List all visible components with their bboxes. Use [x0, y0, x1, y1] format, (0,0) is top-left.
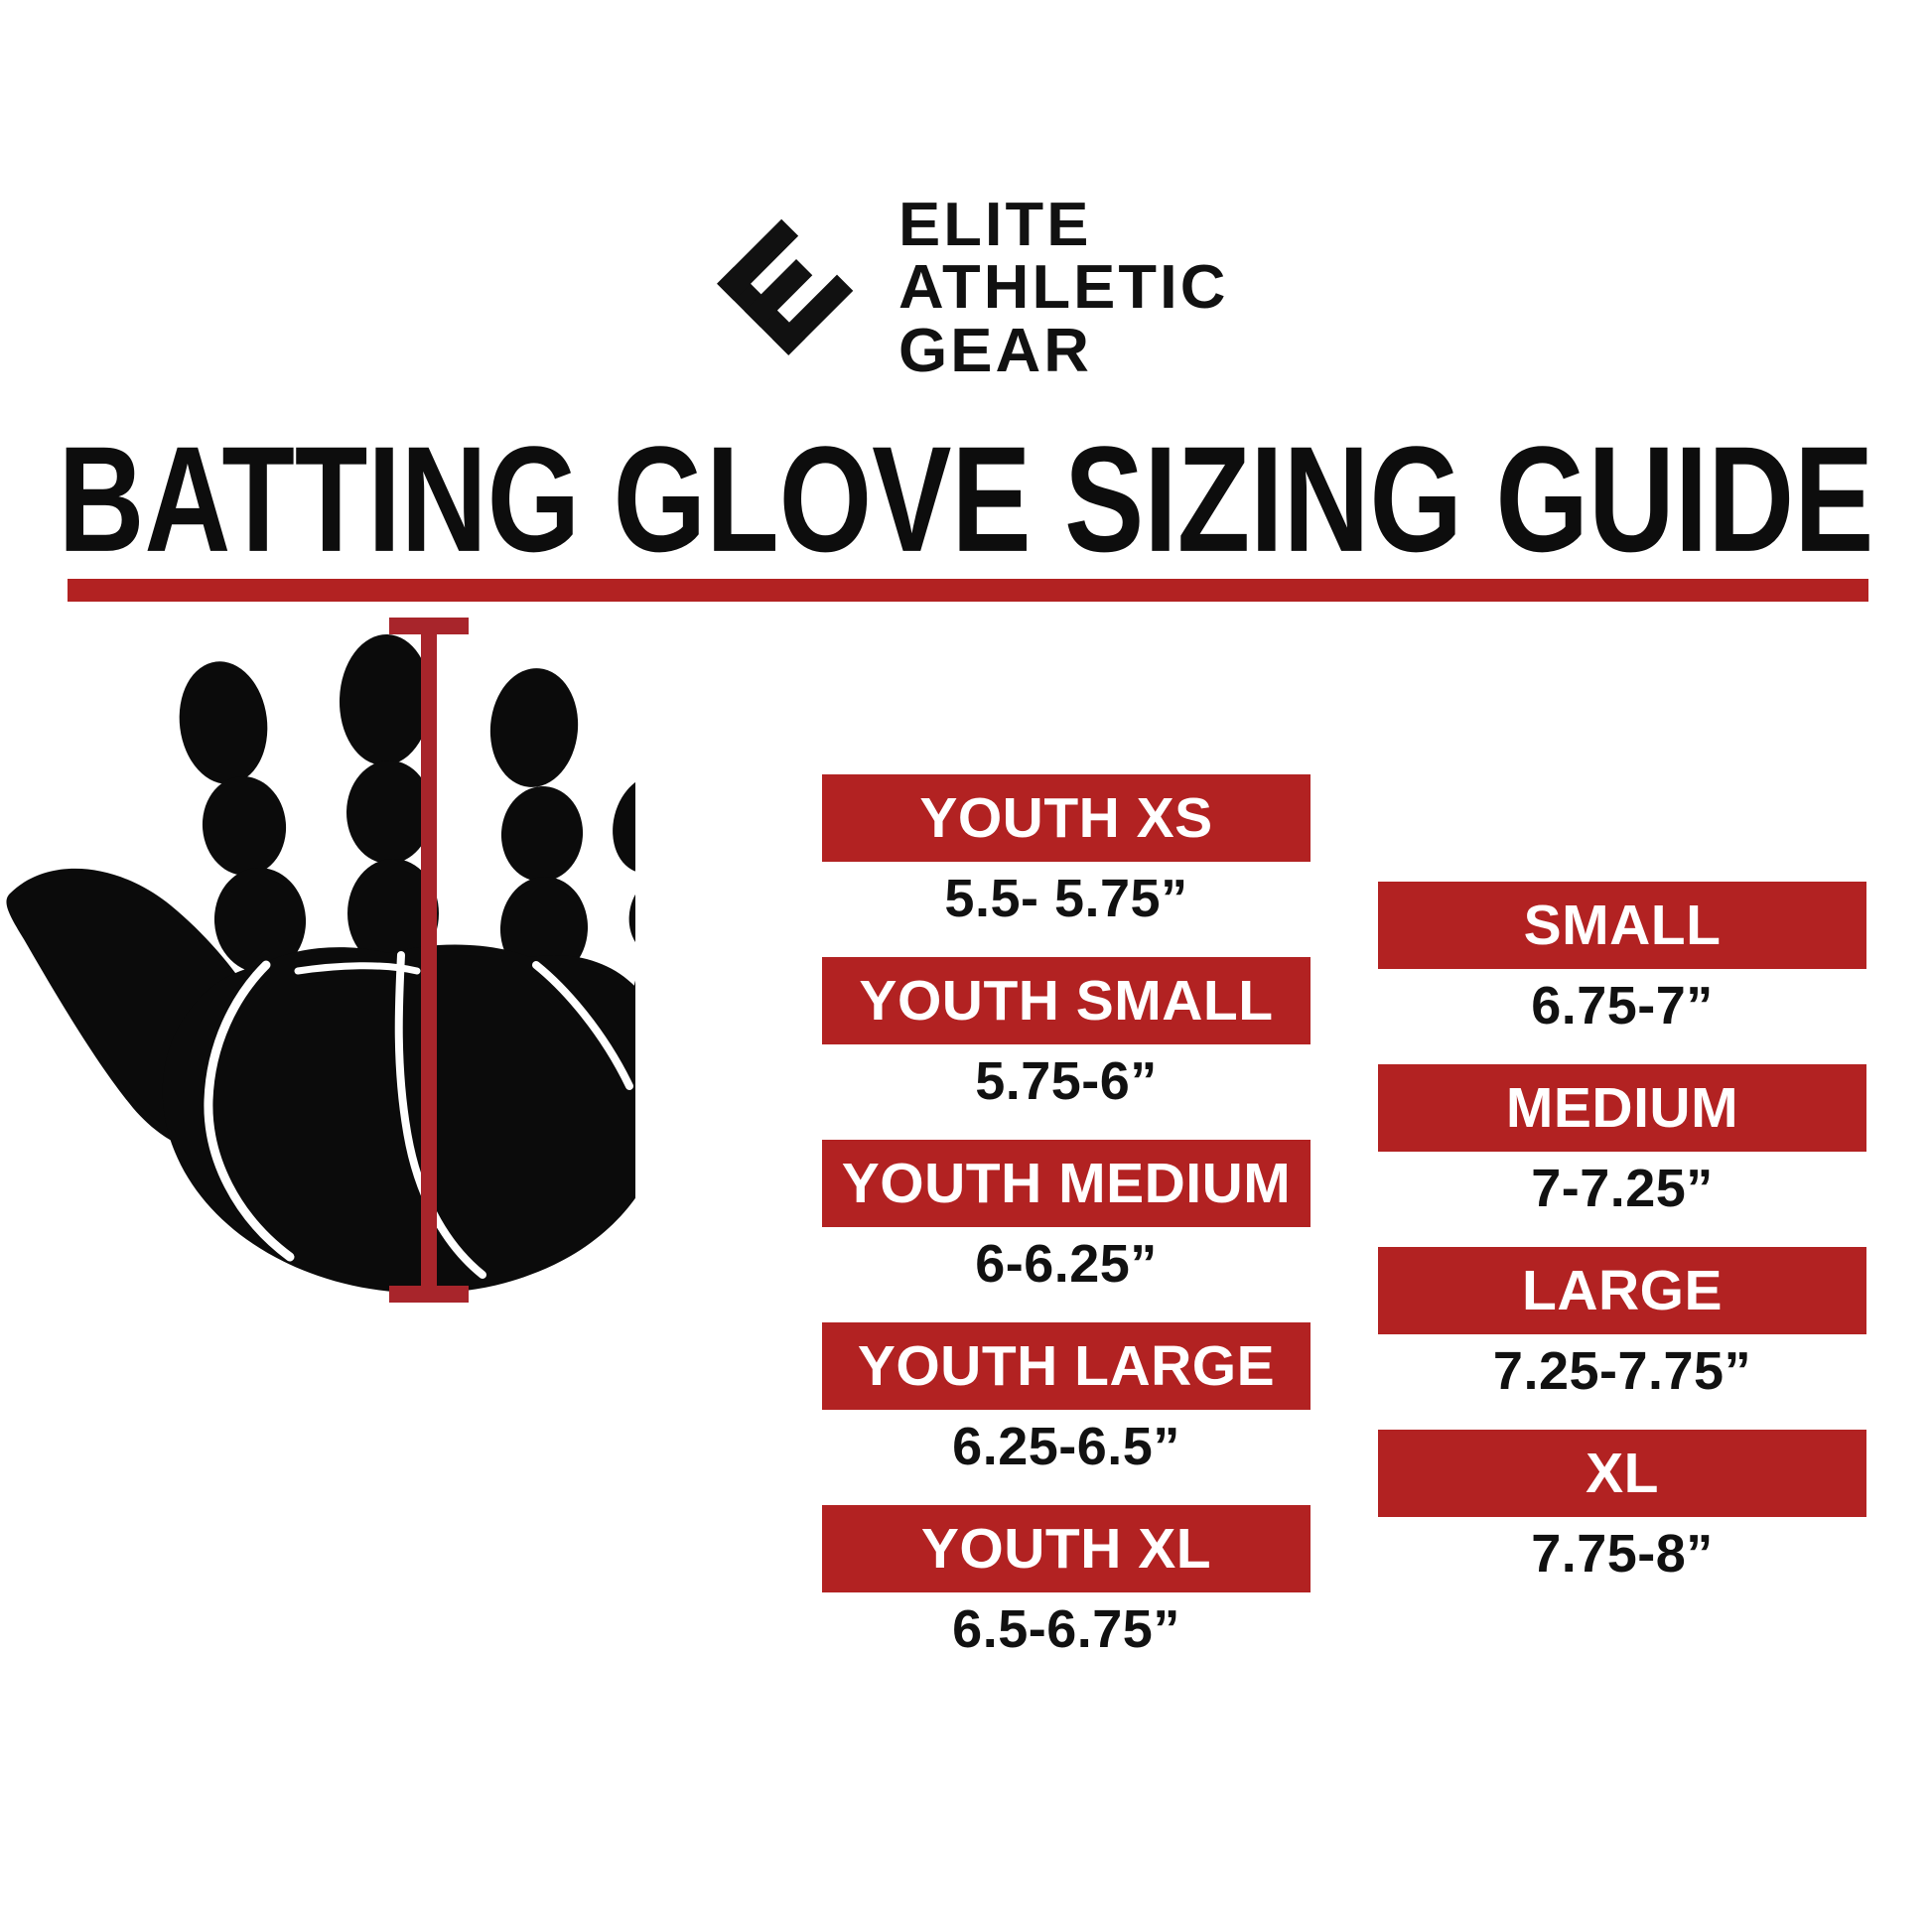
- table-row: MEDIUM 7-7.25”: [1378, 1064, 1866, 1225]
- youth-size-table: YOUTH XS 5.5- 5.75” YOUTH SMALL 5.75-6” …: [822, 774, 1311, 1666]
- measure-cap-bottom: [389, 1286, 469, 1303]
- table-row: LARGE 7.25-7.75”: [1378, 1247, 1866, 1408]
- size-label: LARGE: [1378, 1247, 1866, 1334]
- page-title-block: BATTING GLOVE SIZING GUIDE: [0, 425, 1932, 602]
- measure-stem: [421, 618, 437, 1303]
- brand-line-1: ELITE: [898, 191, 1092, 260]
- size-label: YOUTH SMALL: [822, 957, 1311, 1044]
- size-measurement: 7-7.25”: [1531, 1159, 1714, 1218]
- vertical-measurement-line-icon: [389, 618, 469, 1303]
- title-underline-rule: [68, 579, 1868, 602]
- size-label: SMALL: [1378, 882, 1866, 969]
- hand-print-silhouette-icon: [0, 596, 635, 1330]
- size-measurement: 6-6.25”: [975, 1234, 1158, 1294]
- size-measurement: 5.5- 5.75”: [944, 869, 1188, 928]
- elite-e-monogram-icon: [710, 213, 859, 362]
- size-measurement: 5.75-6”: [975, 1051, 1158, 1111]
- size-measurement: 6.75-7”: [1531, 976, 1714, 1035]
- table-row: YOUTH MEDIUM 6-6.25”: [822, 1140, 1311, 1301]
- table-row: YOUTH SMALL 5.75-6”: [822, 957, 1311, 1118]
- size-label: YOUTH LARGE: [822, 1322, 1311, 1410]
- size-label: MEDIUM: [1378, 1064, 1866, 1152]
- table-row: YOUTH LARGE 6.25-6.5”: [822, 1322, 1311, 1483]
- brand-header: ELITE ATHLETIC GEAR: [0, 189, 1932, 387]
- table-row: YOUTH XS 5.5- 5.75”: [822, 774, 1311, 935]
- size-label: YOUTH XS: [822, 774, 1311, 862]
- brand-line-2: ATHLETIC: [898, 253, 1229, 323]
- size-label: XL: [1378, 1430, 1866, 1517]
- size-measurement: 7.25-7.75”: [1492, 1341, 1752, 1401]
- brand-wordmark: ELITE ATHLETIC GEAR: [898, 195, 1225, 381]
- adult-size-table: SMALL 6.75-7” MEDIUM 7-7.25” LARGE 7.25-…: [1378, 882, 1866, 1590]
- page-title: BATTING GLOVE SIZING GUIDE: [58, 416, 1874, 584]
- size-label: YOUTH XL: [822, 1505, 1311, 1592]
- table-row: XL 7.75-8”: [1378, 1430, 1866, 1590]
- size-measurement: 6.25-6.5”: [952, 1417, 1180, 1476]
- size-measurement: 6.5-6.75”: [952, 1599, 1180, 1659]
- size-measurement: 7.75-8”: [1531, 1524, 1714, 1584]
- brand-line-3: GEAR: [898, 316, 1092, 385]
- table-row: SMALL 6.75-7”: [1378, 882, 1866, 1042]
- size-label: YOUTH MEDIUM: [822, 1140, 1311, 1227]
- table-row: YOUTH XL 6.5-6.75”: [822, 1505, 1311, 1666]
